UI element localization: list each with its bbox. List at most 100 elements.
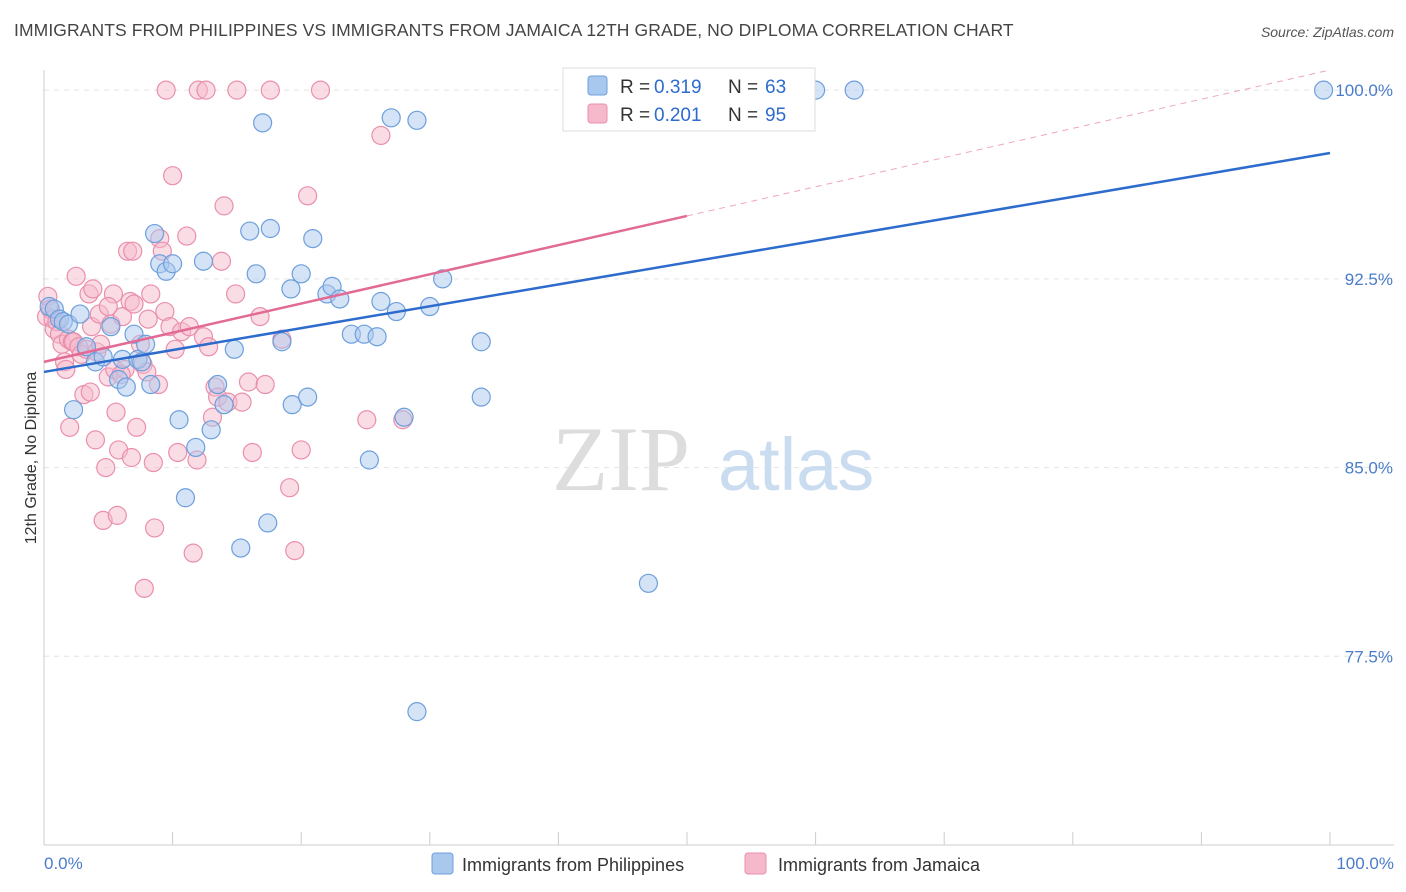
- philippines-point: [433, 269, 453, 289]
- philippines-point: [638, 573, 659, 593]
- philippines-point: [407, 110, 427, 130]
- chart-source: Source: ZipAtlas.com: [1260, 24, 1394, 40]
- philippines-point: [381, 108, 401, 128]
- philippines-point: [407, 702, 427, 722]
- philippines-point: [201, 420, 221, 440]
- legend-n-value-1: 63: [765, 77, 786, 98]
- watermark-atlas: atlas: [718, 423, 874, 506]
- watermark: ZIP atlas: [552, 408, 874, 510]
- philippines-point: [260, 218, 280, 239]
- jamaica-point: [141, 284, 161, 304]
- philippines-point: [186, 437, 206, 458]
- philippines-point: [70, 304, 90, 324]
- philippines-point: [246, 264, 266, 284]
- jamaica-point: [66, 266, 86, 286]
- watermark-zip: ZIP: [552, 408, 690, 510]
- bottom-legend-swatch-jamaica: [744, 852, 767, 875]
- legend-r-value-2: 0.201: [654, 105, 702, 126]
- philippines-point: [169, 410, 189, 430]
- jamaica-point: [98, 296, 118, 317]
- philippines-point: [231, 538, 251, 558]
- jamaica-point: [156, 80, 176, 100]
- philippines-point: [291, 264, 311, 284]
- jamaica-point: [226, 284, 246, 304]
- philippines-point: [371, 291, 391, 312]
- philippines-point: [116, 377, 136, 397]
- trend-lines: [43, 69, 1331, 374]
- philippines-point: [175, 488, 196, 508]
- jamaica-point: [227, 80, 247, 100]
- jamaica-point: [121, 447, 142, 468]
- jamaica-point: [291, 440, 311, 460]
- jamaica-point: [143, 452, 163, 473]
- y-tick-label: 85.0%: [1345, 459, 1393, 478]
- legend-n-value-2: 95: [765, 105, 786, 126]
- jamaica-point: [85, 430, 106, 450]
- philippines-point: [208, 374, 228, 395]
- y-tick-labels: 77.5% 85.0% 92.5% 100.0%: [1335, 81, 1393, 666]
- jamaica-point: [126, 417, 147, 437]
- axes: [43, 70, 1394, 846]
- jamaica-point: [298, 186, 318, 206]
- jamaica-point: [163, 166, 183, 186]
- legend-swatch-jamaica: [587, 103, 608, 124]
- bottom-legend-label-philippines: Immigrants from Philippines: [462, 855, 684, 875]
- philippines-point: [141, 374, 161, 395]
- jamaica-point: [107, 505, 127, 525]
- philippines-point: [240, 221, 260, 241]
- philippines-point: [272, 332, 292, 352]
- jamaica-point: [214, 196, 234, 216]
- philippines-point: [394, 407, 414, 427]
- philippines-point: [224, 339, 244, 359]
- jamaica-point: [144, 518, 165, 538]
- x-tick-label-max: 100.0%: [1336, 854, 1394, 873]
- jamaica-point: [232, 392, 252, 412]
- jamaica-point: [168, 442, 188, 463]
- philippines-point: [101, 317, 121, 337]
- philippines-point: [844, 80, 864, 100]
- jamaica-point: [96, 457, 116, 478]
- legend: R = 0.319 N = 63 R = 0.201 N = 95: [562, 67, 816, 132]
- philippines-point: [163, 254, 183, 274]
- jamaica-point: [285, 541, 305, 561]
- trendline-jamaica: [43, 214, 688, 364]
- jamaica-point: [124, 294, 144, 314]
- jamaica-point: [83, 279, 103, 299]
- philippines-point: [359, 450, 379, 470]
- jamaica-point: [138, 309, 158, 329]
- philippines-point: [1313, 80, 1334, 100]
- y-tick-label: 77.5%: [1345, 647, 1393, 666]
- philippines-point: [214, 395, 234, 415]
- y-tick-label: 100.0%: [1335, 81, 1393, 100]
- jamaica-point: [242, 442, 262, 463]
- philippines-point: [303, 228, 323, 249]
- legend-swatch-philippines: [587, 75, 608, 96]
- legend-n-label-2: N =: [728, 105, 758, 126]
- bottom-legend-label-jamaica: Immigrants from Jamaica: [778, 855, 981, 875]
- philippines-point: [281, 279, 301, 299]
- legend-r-label-1: R =: [620, 77, 650, 98]
- x-tick-label-min: 0.0%: [44, 854, 83, 873]
- philippines-point: [63, 400, 84, 420]
- jamaica-point: [80, 382, 100, 402]
- bottom-legend: Immigrants from Philippines Immigrants f…: [431, 852, 981, 875]
- jamaica-point: [255, 374, 275, 395]
- jamaica-point: [199, 337, 219, 357]
- jamaica-point: [60, 417, 80, 437]
- series-philippines-points: [39, 80, 1334, 722]
- legend-r-label-2: R =: [620, 105, 650, 126]
- legend-n-label-1: N =: [728, 77, 758, 98]
- chart-title: IMMIGRANTS FROM PHILIPPINES VS IMMIGRANT…: [14, 20, 1014, 40]
- philippines-point: [367, 327, 387, 347]
- philippines-point: [471, 387, 491, 407]
- jamaica-point: [196, 80, 216, 100]
- bottom-legend-swatch-philippines: [431, 852, 454, 875]
- philippines-point: [144, 223, 165, 244]
- philippines-point: [253, 113, 273, 133]
- jamaica-point: [123, 241, 143, 261]
- y-tick-label: 92.5%: [1345, 270, 1393, 289]
- jamaica-point: [260, 80, 280, 100]
- philippines-point: [258, 513, 278, 533]
- jamaica-point: [183, 543, 203, 563]
